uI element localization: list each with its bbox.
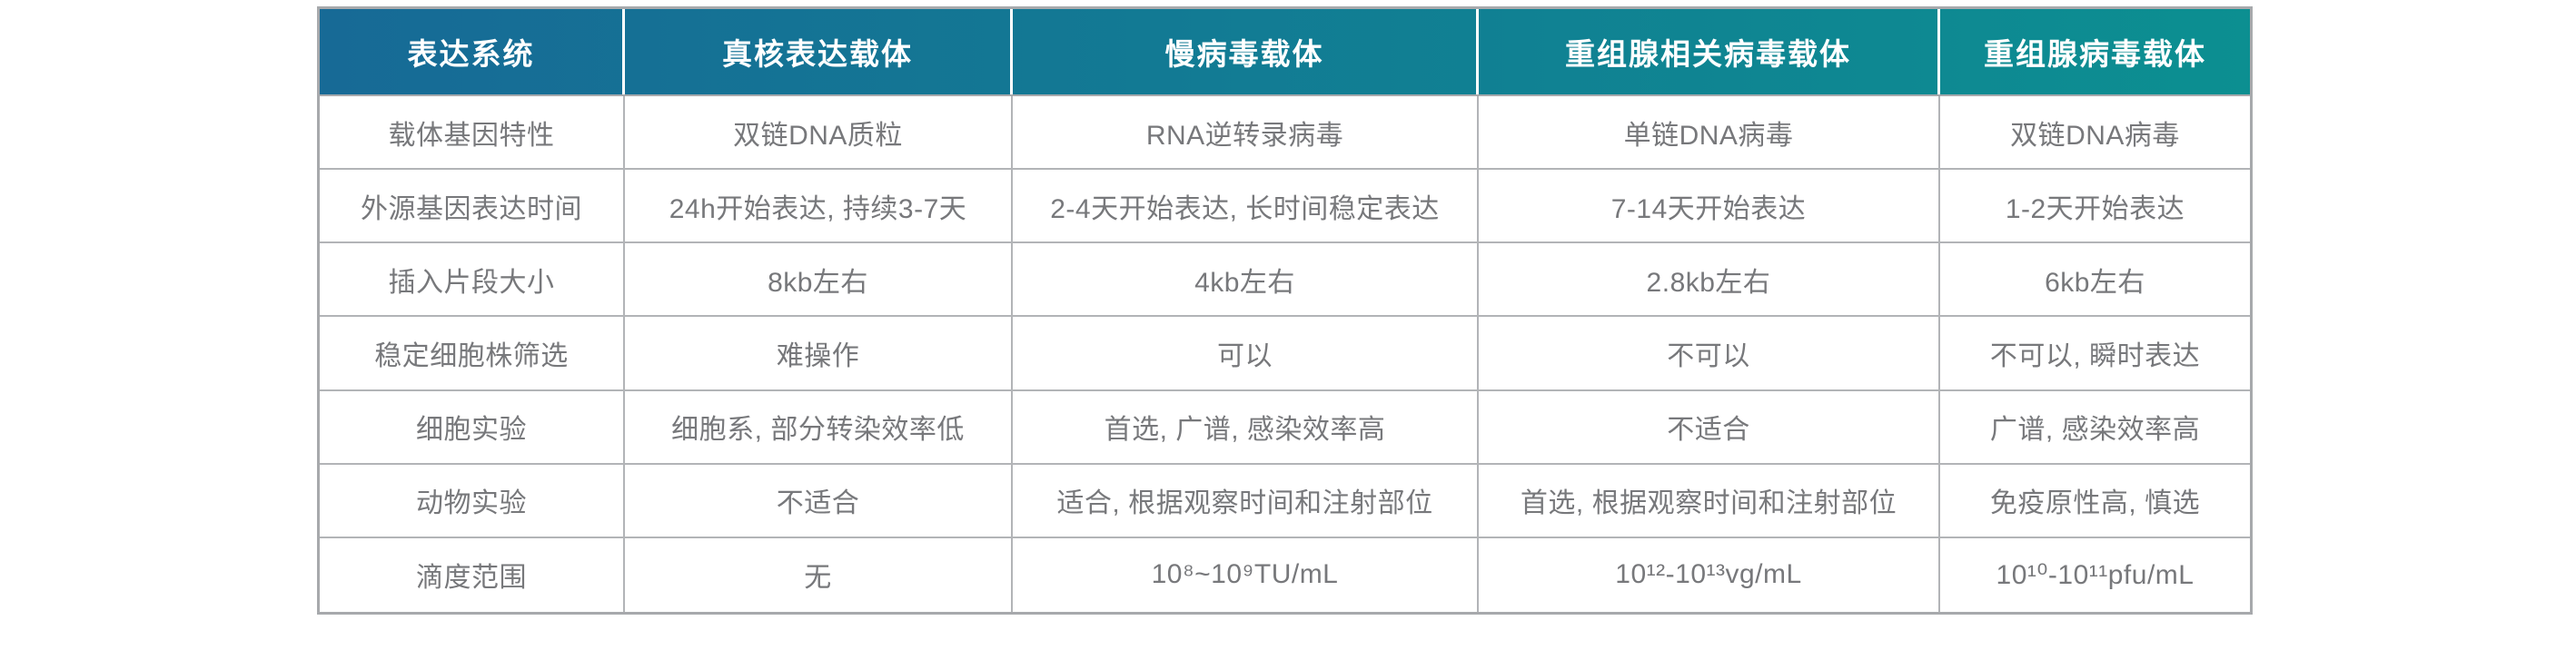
value-cell: 不可以 — [1479, 317, 1940, 391]
row-label-cell: 动物实验 — [320, 464, 625, 538]
value-cell: 8kb左右 — [625, 243, 1013, 318]
table-body: 载体基因特性 双链DNA质粒 RNA逆转录病毒 单链DNA病毒 双链DNA病毒 … — [320, 96, 2250, 612]
value-cell: 单链DNA病毒 — [1479, 96, 1940, 171]
row-label-cell: 细胞实验 — [320, 390, 625, 465]
value-cell: 难操作 — [625, 317, 1013, 391]
value-cell: 2.8kb左右 — [1479, 243, 1940, 318]
table-row-vector-gene-trait: 载体基因特性 双链DNA质粒 RNA逆转录病毒 单链DNA病毒 双链DNA病毒 — [320, 96, 2250, 171]
value-cell: 首选, 广谱, 感染效率高 — [1013, 390, 1479, 465]
value-cell: 7-14天开始表达 — [1479, 170, 1940, 244]
value-cell: 广谱, 感染效率高 — [1940, 390, 2250, 465]
expression-system-comparison-table: 表达系统 真核表达载体 慢病毒载体 重组腺相关病毒载体 重组腺病毒载体 载体基因… — [317, 6, 2253, 615]
value-cell: 24h开始表达, 持续3-7天 — [625, 170, 1013, 244]
table-row-animal-experiment: 动物实验 不适合 适合, 根据观察时间和注射部位 首选, 根据观察时间和注射部位… — [320, 464, 2250, 538]
value-cell: 4kb左右 — [1013, 243, 1479, 318]
value-cell: 不适合 — [625, 464, 1013, 538]
header-cell-expression-system: 表达系统 — [320, 9, 625, 94]
row-label-cell: 稳定细胞株筛选 — [320, 317, 625, 391]
value-cell: 双链DNA质粒 — [625, 96, 1013, 171]
header-cell-lentivirus-vector: 慢病毒载体 — [1013, 9, 1479, 94]
table-row-expression-time: 外源基因表达时间 24h开始表达, 持续3-7天 2-4天开始表达, 长时间稳定… — [320, 170, 2250, 244]
table-header-row: 表达系统 真核表达载体 慢病毒载体 重组腺相关病毒载体 重组腺病毒载体 — [320, 9, 2250, 96]
row-label-cell: 滴度范围 — [320, 537, 625, 612]
header-cell-aav-vector: 重组腺相关病毒载体 — [1479, 9, 1940, 94]
value-cell: 适合, 根据观察时间和注射部位 — [1013, 464, 1479, 538]
value-cell: 10⁸~10⁹TU/mL — [1013, 537, 1479, 612]
row-label-cell: 插入片段大小 — [320, 243, 625, 318]
value-cell: 不适合 — [1479, 390, 1940, 465]
value-cell: 1-2天开始表达 — [1940, 170, 2250, 244]
value-cell: 10¹²-10¹³vg/mL — [1479, 537, 1940, 612]
row-label-cell: 外源基因表达时间 — [320, 170, 625, 244]
table-row-cell-experiment: 细胞实验 细胞系, 部分转染效率低 首选, 广谱, 感染效率高 不适合 广谱, … — [320, 390, 2250, 465]
table-row-titer-range: 滴度范围 无 10⁸~10⁹TU/mL 10¹²-10¹³vg/mL 10¹⁰-… — [320, 537, 2250, 612]
value-cell: 双链DNA病毒 — [1940, 96, 2250, 171]
header-cell-eukaryotic-vector: 真核表达载体 — [625, 9, 1013, 94]
table-row-stable-cell-line: 稳定细胞株筛选 难操作 可以 不可以 不可以, 瞬时表达 — [320, 317, 2250, 391]
row-label-cell: 载体基因特性 — [320, 96, 625, 171]
value-cell: 2-4天开始表达, 长时间稳定表达 — [1013, 170, 1479, 244]
value-cell: 10¹⁰-10¹¹pfu/mL — [1940, 537, 2250, 612]
value-cell: 首选, 根据观察时间和注射部位 — [1479, 464, 1940, 538]
value-cell: 免疫原性高, 慎选 — [1940, 464, 2250, 538]
value-cell: 6kb左右 — [1940, 243, 2250, 318]
value-cell: 不可以, 瞬时表达 — [1940, 317, 2250, 391]
table-row-insert-size: 插入片段大小 8kb左右 4kb左右 2.8kb左右 6kb左右 — [320, 243, 2250, 318]
value-cell: 无 — [625, 537, 1013, 612]
value-cell: 细胞系, 部分转染效率低 — [625, 390, 1013, 465]
value-cell: 可以 — [1013, 317, 1479, 391]
header-cell-adenovirus-vector: 重组腺病毒载体 — [1984, 37, 2206, 71]
value-cell: RNA逆转录病毒 — [1013, 96, 1479, 171]
